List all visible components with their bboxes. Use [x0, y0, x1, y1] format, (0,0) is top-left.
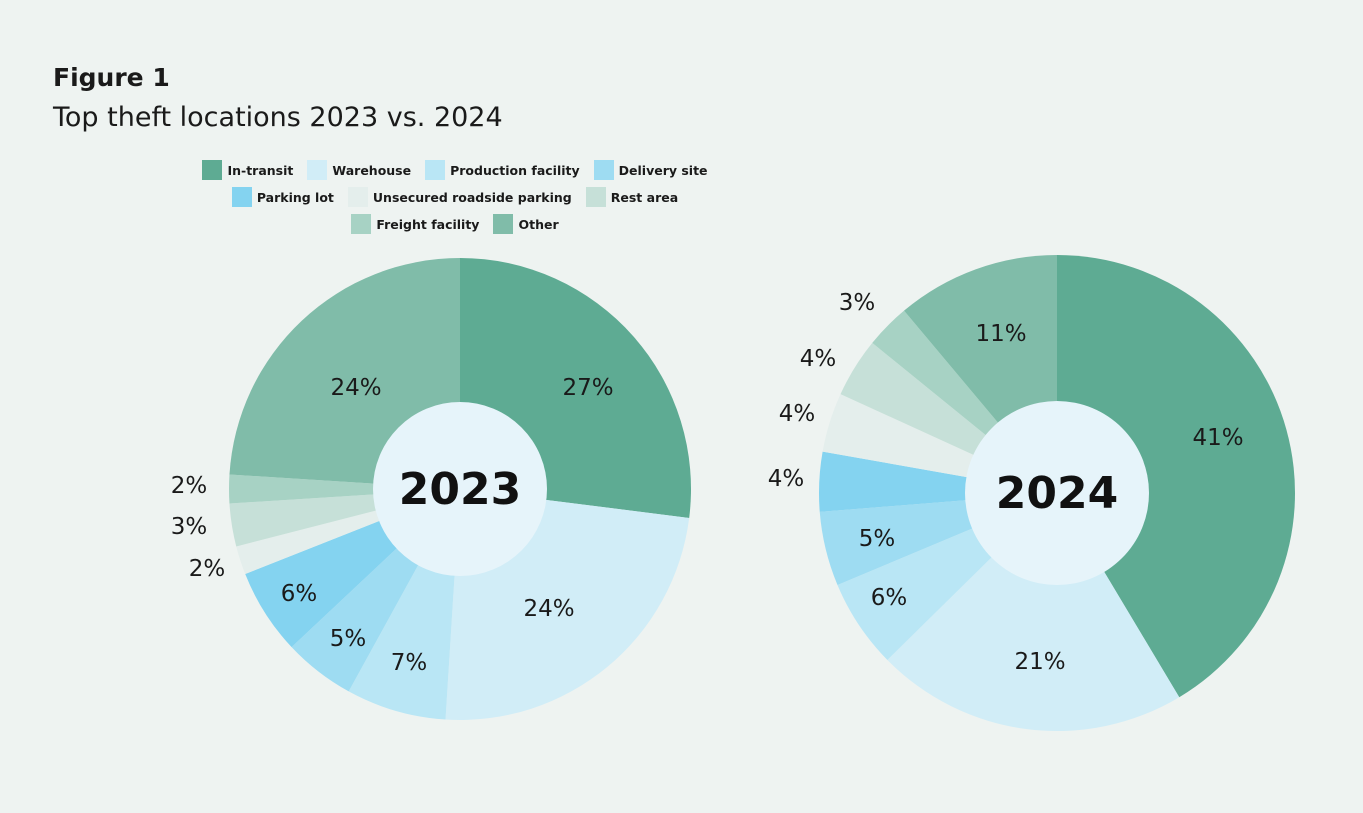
legend-label: Freight facility	[376, 216, 480, 232]
data-label: 4%	[779, 401, 816, 427]
data-label: 6%	[871, 585, 908, 611]
data-label: 3%	[839, 290, 876, 316]
data-label: 3%	[171, 514, 208, 540]
data-label: 21%	[1014, 649, 1065, 675]
donut-hole	[373, 402, 547, 576]
data-label: 4%	[768, 466, 805, 492]
slice-freight-facility	[229, 474, 460, 504]
legend-swatch	[202, 160, 223, 180]
legend-swatch	[347, 187, 368, 207]
legend-item: Unsecured roadside parking	[347, 187, 572, 207]
legend-label: Warehouse	[332, 162, 412, 178]
pie-chart-2023: 2023 27% 24% 7% 5% 6% 2% 3% 2% 24%	[171, 258, 691, 720]
figure-title: Top theft locations 2023 vs. 2024	[53, 102, 503, 133]
data-label: 5%	[330, 626, 367, 652]
chart-title: 2023	[399, 464, 521, 515]
slice-in-transit	[1057, 255, 1295, 698]
data-label: 4%	[800, 346, 837, 372]
data-label: 27%	[562, 375, 613, 401]
legend-label: Unsecured roadside parking	[372, 189, 572, 205]
donut-hole	[965, 401, 1149, 585]
legend-label: In-transit	[227, 162, 294, 178]
figure-label: Figure 1	[53, 63, 170, 92]
slice-warehouse	[887, 493, 1180, 731]
legend-label: Other	[518, 216, 559, 232]
legend-row: Parking lot Unsecured roadside parking Res…	[231, 187, 679, 207]
data-label: 41%	[1192, 425, 1243, 451]
legend-row: In-transit Warehouse Production facility De…	[202, 160, 708, 180]
legend-label: Parking lot	[256, 189, 334, 205]
legend-label: Delivery site	[618, 162, 708, 178]
legend-item: Parking lot	[231, 187, 334, 207]
legend-swatch	[593, 160, 614, 180]
legend-swatch	[231, 187, 252, 207]
data-label: 24%	[330, 375, 381, 401]
data-label: 7%	[391, 650, 428, 676]
legend-item: Production facility	[425, 160, 580, 180]
data-label: 11%	[975, 321, 1026, 347]
legend-label: Rest area	[610, 189, 679, 205]
legend-swatch	[351, 214, 372, 234]
legend-item: Freight facility	[351, 214, 479, 234]
pie-chart-2024: 2024 41% 21% 6% 5% 4% 4% 4% 3% 11%	[768, 255, 1295, 731]
legend-swatch	[307, 160, 328, 180]
legend-item: Warehouse	[307, 160, 411, 180]
data-label: 24%	[523, 596, 574, 622]
legend-item: Delivery site	[593, 160, 708, 180]
legend-swatch	[425, 160, 446, 180]
data-label: 5%	[859, 526, 896, 552]
legend-row: Freight facility Other	[351, 214, 559, 234]
data-label: 2%	[171, 473, 208, 499]
legend-item: Other	[493, 214, 559, 234]
chart-title: 2024	[996, 468, 1118, 519]
data-label: 6%	[281, 581, 318, 607]
legend-item: Rest area	[585, 187, 679, 207]
data-label: 2%	[189, 556, 226, 582]
legend-label: Production facility	[450, 162, 580, 178]
legend-item: In-transit	[202, 160, 293, 180]
legend-swatch	[585, 187, 606, 207]
legend-swatch	[493, 214, 514, 234]
chart-legend: In-transit Warehouse Production facility De…	[150, 160, 760, 234]
